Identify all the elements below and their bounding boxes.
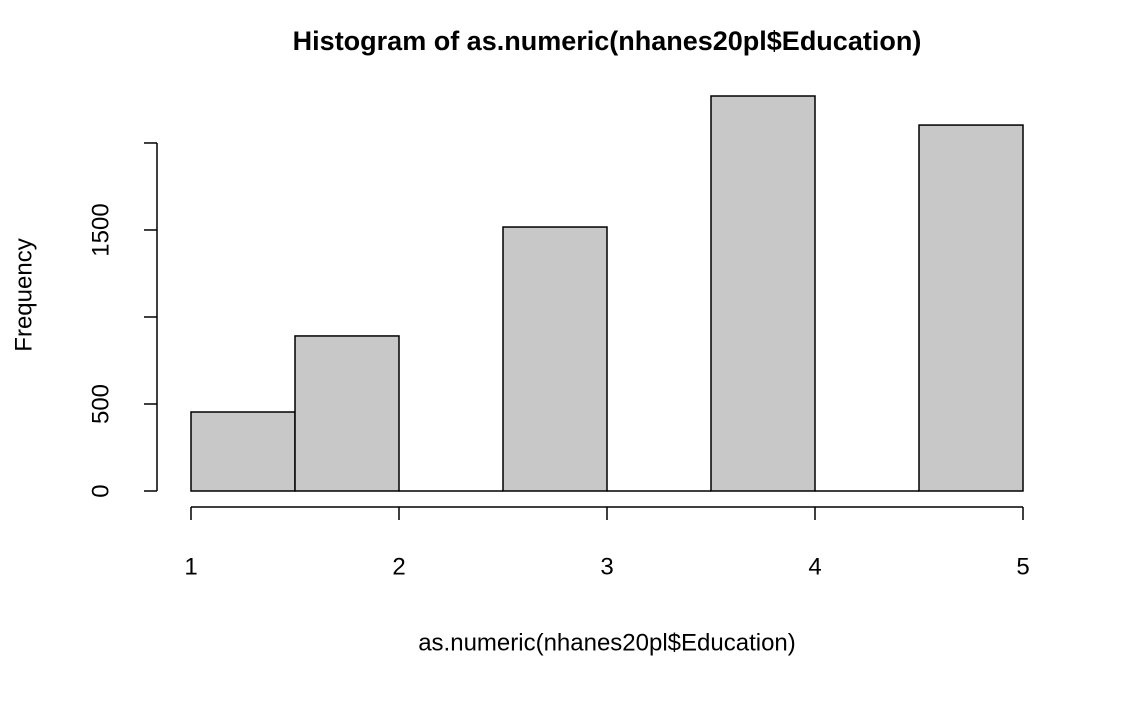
x-tick-label: 3: [600, 553, 613, 580]
x-axis-label: as.numeric(nhanes20pl$Education): [418, 629, 796, 656]
bar: [190, 411, 296, 492]
bar: [710, 95, 816, 492]
bar: [294, 335, 400, 492]
x-tick-label: 1: [184, 553, 197, 580]
y-tick-label: 0: [87, 484, 114, 497]
y-axis-label: Frequency: [10, 238, 37, 351]
x-tick-label: 5: [1016, 553, 1029, 580]
y-tick-label: 1500: [87, 203, 114, 256]
chart-title: Histogram of as.numeric(nhanes20pl$Educa…: [293, 26, 922, 56]
y-tick-label: 500: [87, 384, 114, 424]
bar: [918, 124, 1024, 492]
bar: [502, 226, 608, 492]
x-tick-label: 4: [808, 553, 821, 580]
x-tick-label: 2: [392, 553, 405, 580]
